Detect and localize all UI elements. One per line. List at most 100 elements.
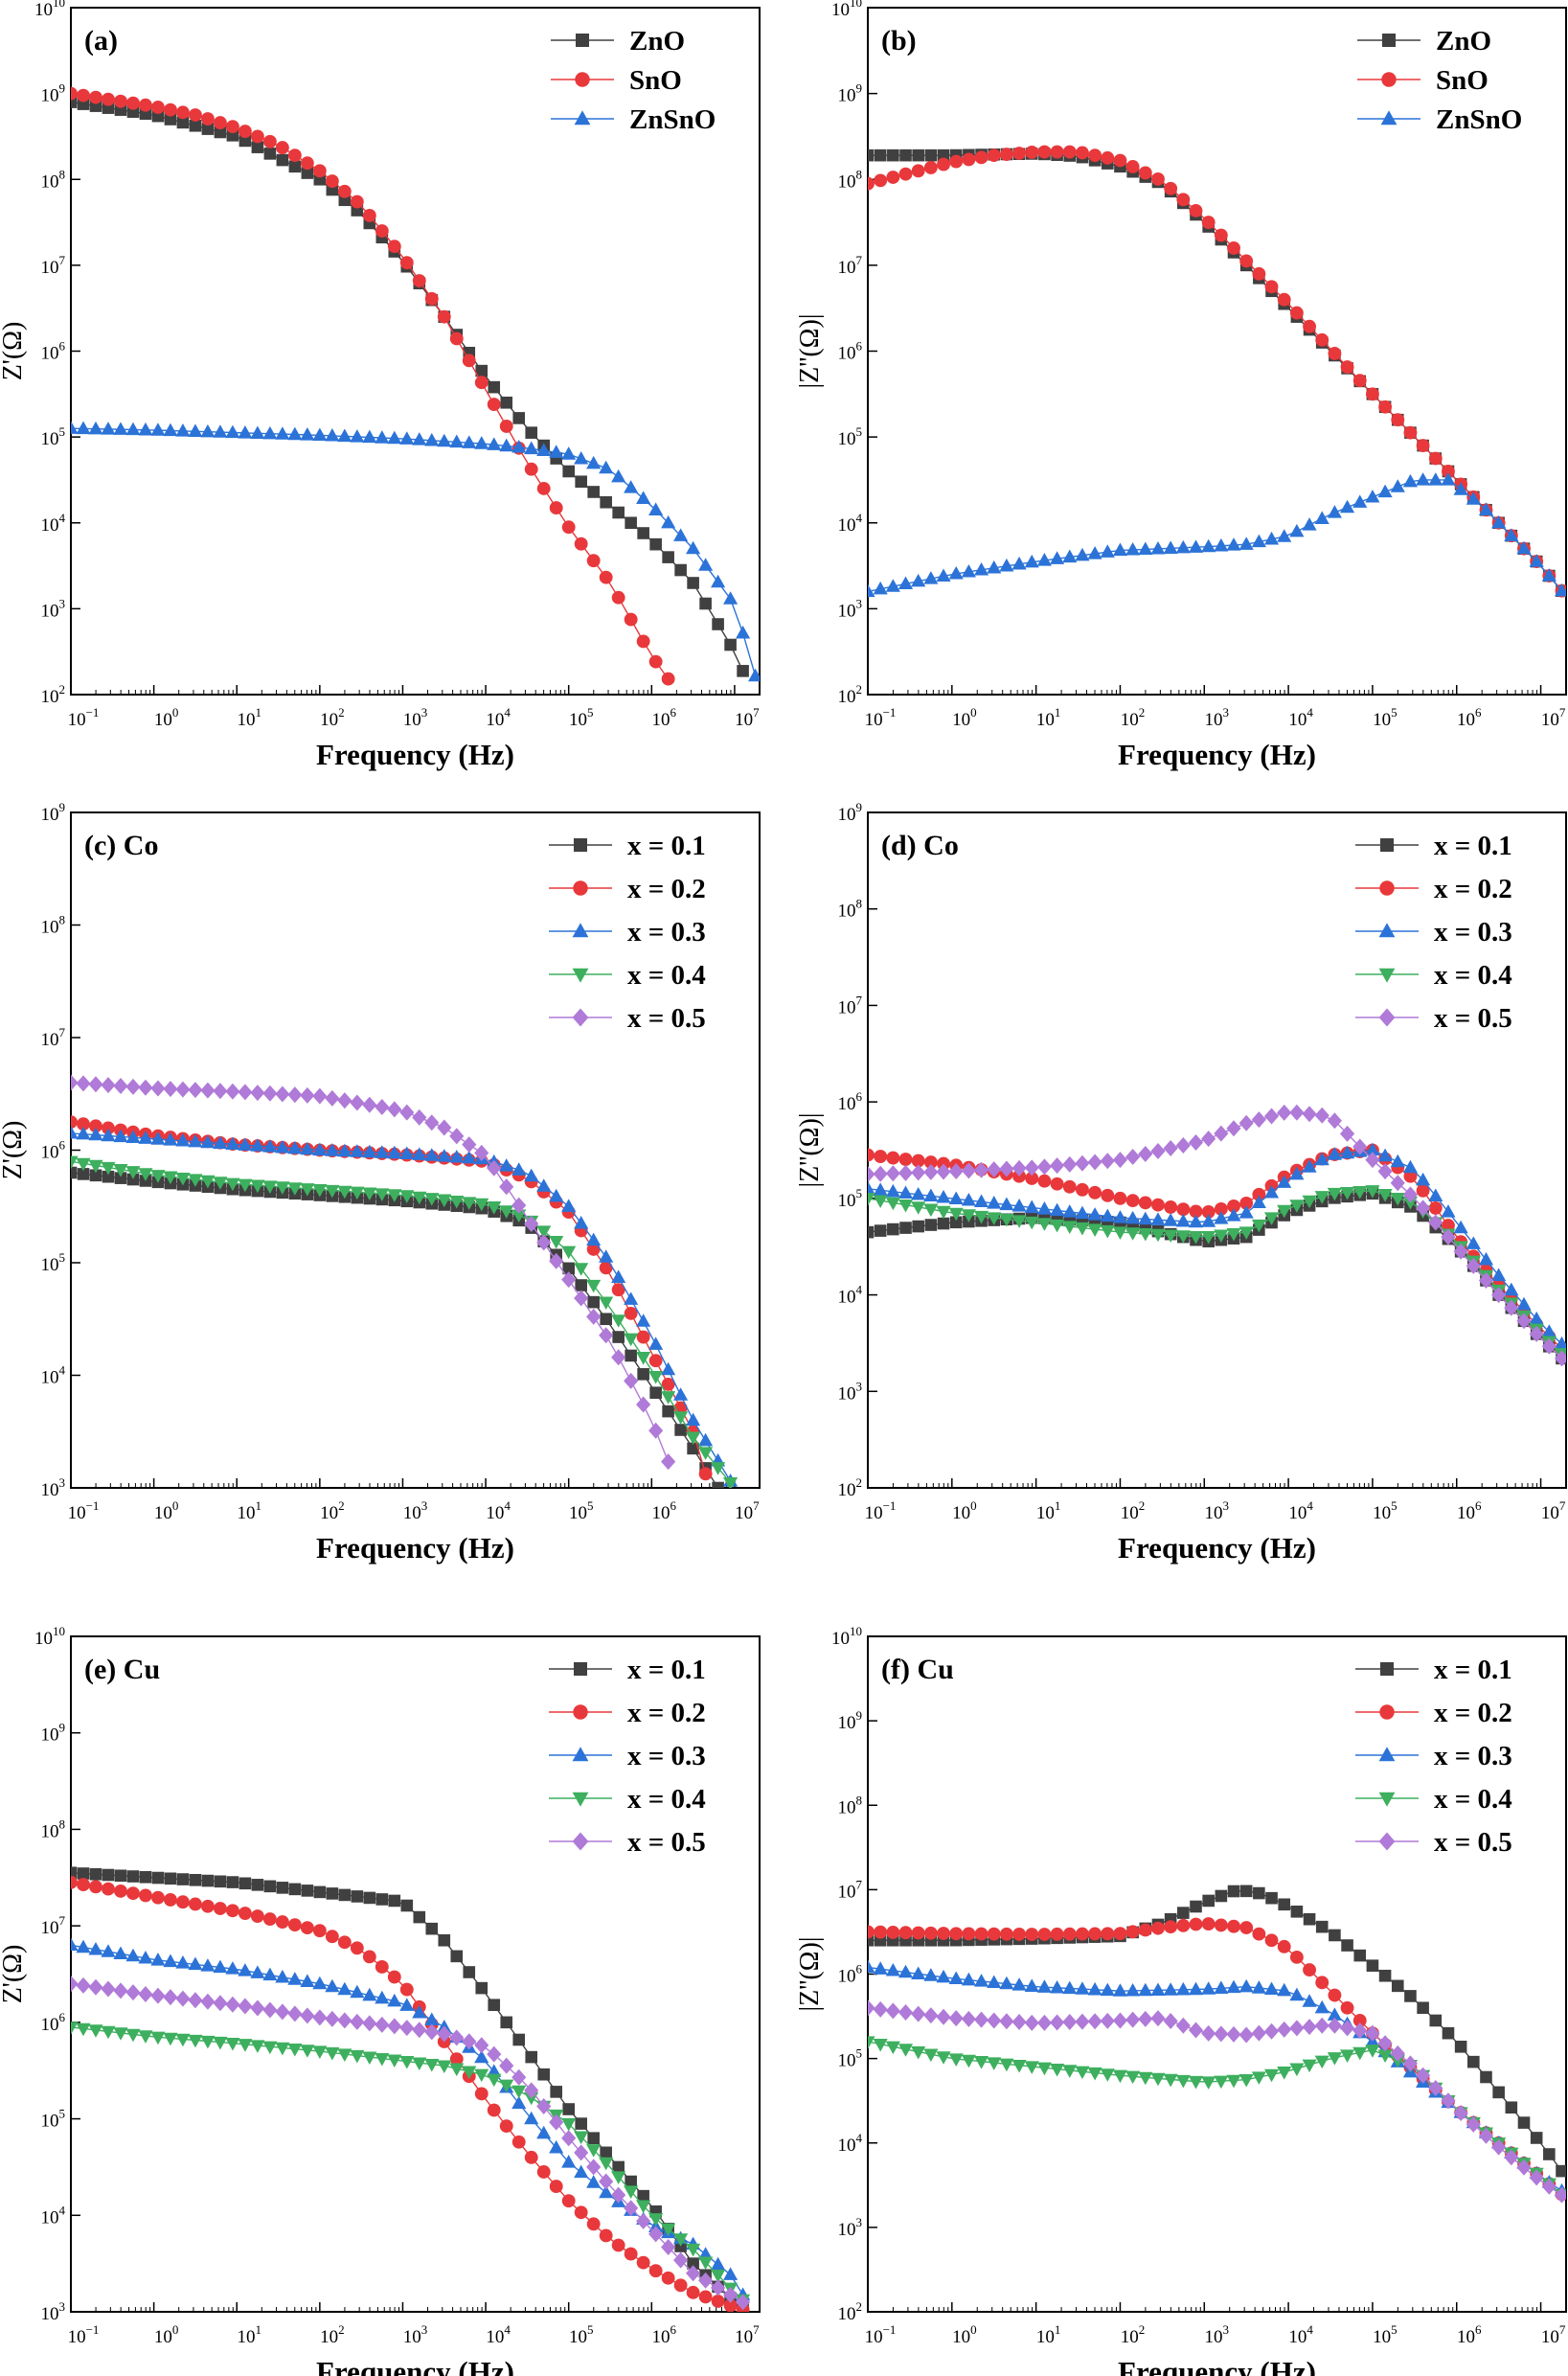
- data-point: [898, 1164, 914, 1181]
- data-point: [225, 1996, 240, 2013]
- data-point: [1238, 1114, 1254, 1131]
- data-point: [1289, 2020, 1305, 2037]
- data-point: [499, 2079, 514, 2093]
- data-point: [898, 1964, 914, 1978]
- data-point: [587, 2132, 600, 2145]
- data-point: [71, 421, 79, 434]
- series-line: [71, 101, 744, 672]
- series: [71, 86, 675, 686]
- panel-label: (e) Cu: [84, 1654, 160, 1685]
- legend-label: x = 0.4: [1434, 1784, 1512, 1815]
- data-point: [1062, 1204, 1078, 1218]
- data-point: [312, 1087, 328, 1105]
- legend-item: x = 0.1: [1355, 831, 1512, 861]
- data-point: [487, 2073, 502, 2088]
- data-point: [424, 2023, 440, 2041]
- data-point: [1252, 1187, 1266, 1201]
- data-point: [1050, 1927, 1064, 1941]
- data-point: [1289, 1199, 1305, 1213]
- data-point: [1328, 347, 1342, 360]
- data-point: [238, 1137, 253, 1151]
- data-point: [77, 1117, 90, 1131]
- data-point: [1150, 2072, 1166, 2087]
- data-point: [698, 1447, 714, 1460]
- data-point: [337, 1185, 352, 1199]
- data-point: [648, 2213, 664, 2227]
- data-point: [885, 1165, 900, 1182]
- data-point: [1238, 1978, 1254, 1993]
- data-point: [587, 486, 600, 498]
- legend-label: x = 0.1: [1434, 1655, 1512, 1685]
- legend-marker: [1380, 1662, 1394, 1676]
- data-point: [1036, 553, 1052, 566]
- data-point: [188, 1082, 203, 1099]
- data-point: [1453, 1243, 1468, 1260]
- data-point: [387, 1189, 402, 1202]
- data-point: [474, 2049, 489, 2064]
- data-point: [923, 160, 938, 174]
- data-point: [524, 2150, 538, 2164]
- legend-marker: [572, 1008, 589, 1027]
- data-point: [300, 427, 315, 441]
- data-point: [674, 1424, 687, 1436]
- data-point: [71, 1155, 79, 1170]
- data-point: [1112, 2069, 1128, 2084]
- data-point: [873, 1182, 888, 1196]
- data-point: [868, 1959, 875, 1974]
- data-point: [987, 560, 1002, 574]
- data-point: [189, 1874, 202, 1886]
- data-point: [387, 1145, 402, 1159]
- data-point: [200, 1082, 216, 1099]
- data-point: [536, 1178, 552, 1192]
- data-point: [325, 1930, 339, 1944]
- data-point: [923, 1188, 939, 1202]
- data-point: [337, 1935, 352, 1950]
- data-point: [200, 1134, 216, 1149]
- data-point: [636, 2212, 651, 2229]
- y-tick-label: 104: [838, 1283, 863, 1308]
- data-point: [1263, 2068, 1280, 2083]
- x-axis-label: Frequency (Hz): [1118, 738, 1316, 771]
- data-point: [1101, 150, 1115, 165]
- data-point: [337, 1092, 352, 1109]
- data-point: [101, 1161, 116, 1176]
- data-point: [239, 1877, 252, 1890]
- data-point: [1453, 2104, 1468, 2121]
- data-point: [213, 2036, 228, 2050]
- data-point: [648, 502, 664, 515]
- data-point: [923, 1926, 938, 1940]
- data-point: [1238, 2073, 1254, 2088]
- chart-panel: 10−1 100 101 102 103 104 105 106 107 102 103 104 105…: [795, 0, 1567, 771]
- data-point: [687, 1442, 699, 1455]
- data-point: [1226, 1979, 1241, 1994]
- data-point: [437, 309, 451, 324]
- data-point: [711, 2279, 726, 2296]
- panel-label: (a): [84, 25, 118, 57]
- data-point: [1327, 2007, 1342, 2021]
- data-point: [1202, 1894, 1215, 1908]
- data-point: [150, 1953, 166, 1966]
- data-point: [1352, 2014, 1367, 2027]
- data-point: [1075, 2013, 1090, 2030]
- series: [868, 1185, 1566, 1361]
- data-point: [337, 2012, 352, 2029]
- data-point: [1314, 1107, 1329, 1124]
- legend-marker: [575, 72, 590, 87]
- data-point: [973, 1194, 989, 1208]
- data-point: [150, 1987, 166, 2004]
- data-point: [1175, 2074, 1191, 2089]
- data-point: [536, 443, 552, 456]
- legend-label: x = 0.1: [627, 1655, 706, 1685]
- data-point: [611, 590, 625, 605]
- data-point: [898, 167, 913, 181]
- data-point: [138, 1985, 153, 2002]
- data-point: [885, 579, 900, 592]
- x-tick-label: 100: [154, 705, 179, 730]
- data-point: [886, 1151, 900, 1165]
- data-point: [188, 2034, 203, 2048]
- data-point: [1353, 1949, 1367, 1962]
- data-point: [1303, 1912, 1316, 1926]
- data-point: [1100, 1982, 1115, 1997]
- data-point: [898, 2004, 914, 2022]
- data-point: [923, 2048, 939, 2063]
